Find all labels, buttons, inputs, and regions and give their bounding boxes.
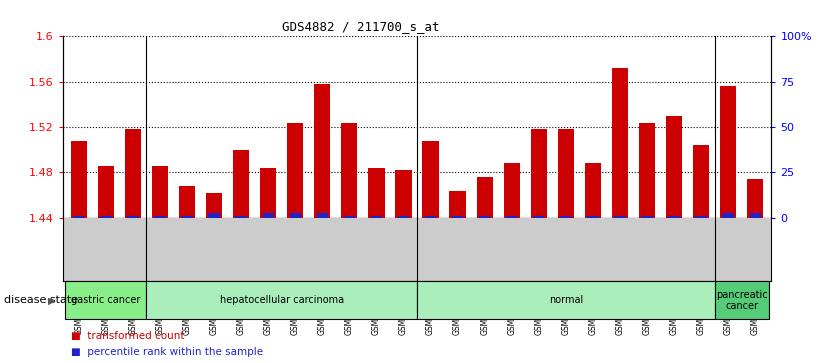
Bar <box>425 216 436 218</box>
Bar <box>612 68 628 218</box>
Bar <box>668 216 680 218</box>
Bar <box>395 170 412 218</box>
Text: ■  percentile rank within the sample: ■ percentile rank within the sample <box>71 347 263 357</box>
Bar <box>476 177 493 218</box>
Bar <box>639 122 655 218</box>
Bar <box>128 216 138 218</box>
Bar <box>615 216 626 218</box>
Bar <box>585 163 601 218</box>
Bar <box>506 216 517 218</box>
Bar <box>287 122 304 218</box>
Bar <box>314 84 330 218</box>
Bar <box>479 216 490 218</box>
Bar <box>693 145 709 218</box>
Text: ▶: ▶ <box>48 295 56 305</box>
Bar <box>533 216 545 218</box>
Bar <box>750 213 761 218</box>
Bar <box>289 213 301 218</box>
Bar <box>560 216 571 218</box>
Bar <box>558 129 574 218</box>
Bar <box>715 281 769 319</box>
Bar <box>208 213 219 218</box>
Bar <box>530 129 547 218</box>
Text: normal: normal <box>549 295 583 305</box>
Text: pancreatic
cancer: pancreatic cancer <box>716 290 767 311</box>
Bar <box>341 122 358 218</box>
Bar <box>147 281 417 319</box>
Bar <box>98 166 114 218</box>
Bar <box>369 168 384 218</box>
Bar <box>371 216 382 218</box>
Bar <box>587 216 599 218</box>
Text: hepatocellular carcinoma: hepatocellular carcinoma <box>219 295 344 305</box>
Bar <box>154 216 166 218</box>
Bar <box>181 216 193 218</box>
Text: GDS4882 / 211700_s_at: GDS4882 / 211700_s_at <box>282 20 439 33</box>
Bar <box>233 150 249 218</box>
Bar <box>504 163 520 218</box>
Bar <box>344 216 355 218</box>
Text: disease state: disease state <box>4 295 78 305</box>
Bar <box>65 281 147 319</box>
Bar <box>317 213 328 218</box>
Bar <box>417 281 715 319</box>
Bar <box>666 116 682 218</box>
Bar <box>179 186 195 218</box>
Bar <box>452 216 463 218</box>
Bar <box>696 216 706 218</box>
Bar <box>125 129 141 218</box>
Bar <box>100 216 112 218</box>
Bar <box>450 191 465 218</box>
Text: gastric cancer: gastric cancer <box>71 295 141 305</box>
Bar <box>71 140 87 218</box>
Bar <box>747 179 763 218</box>
Bar <box>722 213 734 218</box>
Bar <box>263 213 274 218</box>
Bar <box>641 216 653 218</box>
Bar <box>206 193 222 218</box>
Bar <box>720 86 736 218</box>
Text: ■  transformed count: ■ transformed count <box>71 331 184 341</box>
Bar <box>260 168 276 218</box>
Bar <box>152 166 168 218</box>
Bar <box>235 216 247 218</box>
Bar <box>73 216 84 218</box>
Bar <box>398 216 409 218</box>
Bar <box>422 140 439 218</box>
